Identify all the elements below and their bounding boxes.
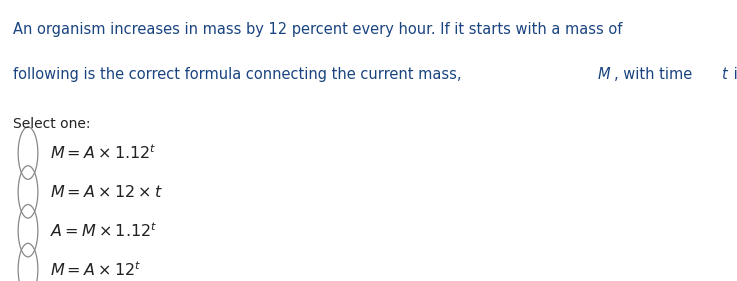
Text: following is the correct formula connecting the current mass,: following is the correct formula connect…	[13, 67, 467, 82]
Text: $M = A \times 12^{t}$: $M = A \times 12^{t}$	[50, 260, 142, 279]
Text: $M = A \times 12 \times t$: $M = A \times 12 \times t$	[50, 184, 163, 200]
Text: $A = M \times 1.12^{t}$: $A = M \times 1.12^{t}$	[50, 221, 158, 240]
Text: , with time: , with time	[614, 67, 697, 82]
Text: $M = A \times 1.12^{t}$: $M = A \times 1.12^{t}$	[50, 144, 157, 162]
Text: t: t	[722, 67, 727, 82]
Text: An organism increases in mass by 12 percent every hour. If it starts with a mass: An organism increases in mass by 12 perc…	[13, 22, 627, 37]
Text: M: M	[598, 67, 610, 82]
Text: Select one:: Select one:	[13, 117, 91, 131]
Text: in hours.: in hours.	[729, 67, 737, 82]
